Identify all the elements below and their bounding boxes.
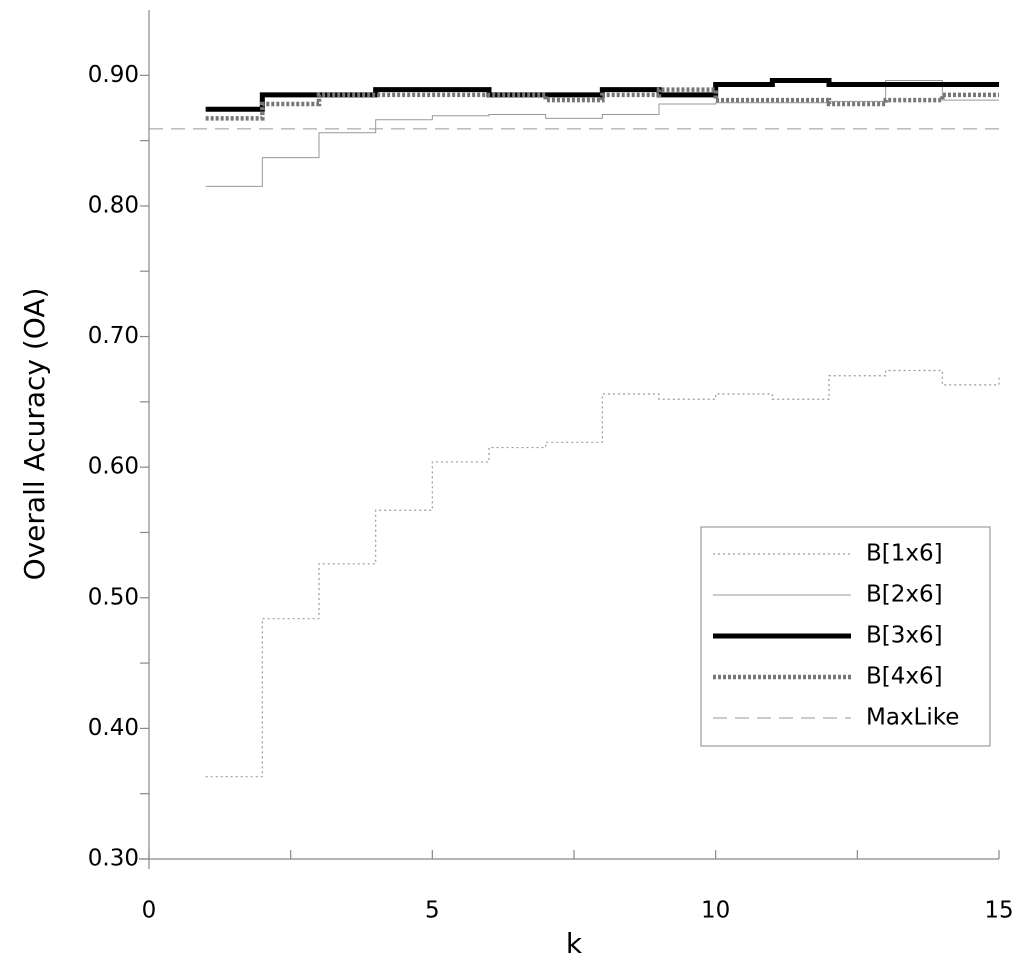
y-tick-label: 0.80 — [88, 192, 139, 218]
y-tick-label: 0.30 — [88, 846, 139, 872]
series-line — [205, 87, 999, 121]
y-tick-label: 0.40 — [88, 715, 139, 741]
y-axis-label: Overall Acuracy (OA) — [18, 288, 51, 581]
series-line — [205, 78, 999, 112]
legend-label: B[4x6] — [866, 664, 943, 690]
x-tick-label: 15 — [984, 898, 1013, 924]
x-tick-label: 5 — [425, 898, 440, 924]
y-tick-label: 0.60 — [88, 454, 139, 480]
series-line — [205, 80, 999, 187]
legend: B[1x6] B[2x6] B[3x6] B[4x6] MaxLike — [700, 526, 991, 747]
x-tick-label: 0 — [142, 898, 157, 924]
legend-label: B[2x6] — [866, 582, 943, 608]
legend-label: B[1x6] — [866, 541, 943, 567]
x-tick-label: 10 — [701, 898, 730, 924]
y-tick-label: 0.50 — [88, 584, 139, 610]
y-tick-label: 0.90 — [88, 62, 139, 88]
legend-label: B[3x6] — [866, 623, 943, 649]
legend-label: MaxLike — [866, 705, 959, 731]
y-tick-label: 0.70 — [88, 323, 139, 349]
x-axis-label: k — [566, 927, 583, 960]
